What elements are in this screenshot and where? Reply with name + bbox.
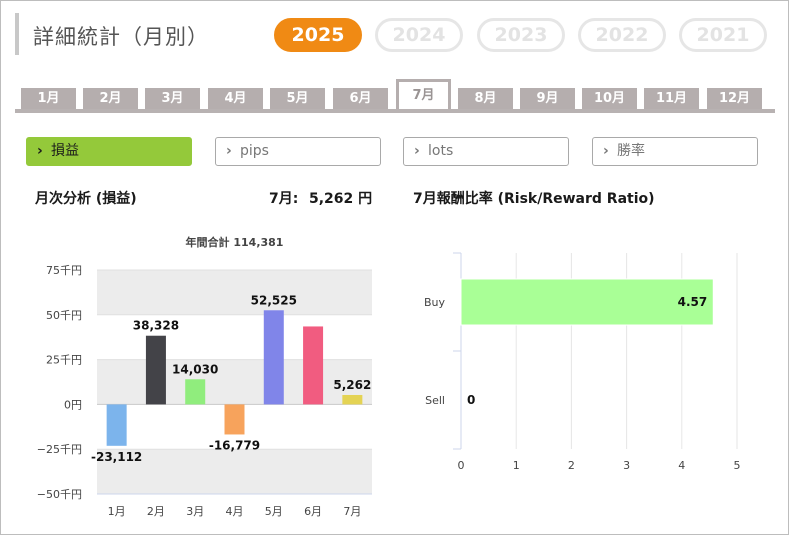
y-tick-label: 75千円 [46,264,82,277]
year-button-2023[interactable]: 2023 [477,18,565,52]
chevron-right-icon: › [37,143,43,159]
current-month-value: 5,262 円 [309,191,373,207]
data-label: 5,262 [333,378,371,392]
data-label: 38,328 [133,319,179,333]
y-tick-label: −25千円 [37,443,82,456]
data-label: -16,779 [209,438,260,452]
data-label: 4.57 [678,295,708,309]
metric-label: pips [240,143,269,159]
grid-band [97,359,372,405]
x-tick-label: 3 [623,459,630,472]
metric-button-1[interactable]: › pips [215,137,381,166]
data-label: -23,112 [91,450,142,464]
metric-label: 損益 [51,143,79,159]
y-tick-label: 50千円 [46,309,82,322]
x-tick-label: 5月 [265,505,283,518]
x-tick-label: 1月 [108,505,126,518]
data-label: 52,525 [251,293,297,307]
y-tick-label: 25千円 [46,354,82,367]
year-button-2021[interactable]: 2021 [679,18,767,52]
month-tab-8[interactable]: 8月 [458,88,513,110]
month-tab-10[interactable]: 10月 [582,88,637,110]
y-tick-label: −50千円 [37,488,82,501]
x-tick-label: 7月 [343,505,361,518]
year-button-2022[interactable]: 2022 [578,18,666,52]
month-tab-9[interactable]: 9月 [520,88,575,110]
grid-band [97,449,372,494]
x-tick-label: 0 [458,459,465,472]
x-tick-label: 2月 [147,505,165,518]
bar-6月 [303,326,324,405]
chevron-right-icon: › [226,143,232,159]
bar-5月 [263,310,284,405]
x-tick-label: 6月 [304,505,322,518]
bar-1月 [106,404,127,446]
title-bar: 詳細統計（月別） [15,13,255,55]
metric-label: 勝率 [617,143,645,159]
page-title: 詳細統計（月別） [33,25,209,49]
x-tick-label: 2 [568,459,575,472]
month-tab-7[interactable]: 7月 [396,79,451,113]
metric-label: lots [428,143,454,159]
bar-Buy [460,278,714,326]
month-tab-4[interactable]: 4月 [208,88,263,110]
monthly-heading: 月次分析 (損益) [35,191,137,207]
chart-title: 年間合計 114,381 [186,235,284,249]
y-tick-label: Buy [424,296,446,309]
bar-4月 [224,404,245,435]
x-tick-label: 5 [734,459,741,472]
year-button-2024[interactable]: 2024 [375,18,463,52]
bar-7月 [342,394,363,405]
month-tab-3[interactable]: 3月 [145,88,200,110]
tabs-divider [15,109,775,113]
month-tab-5[interactable]: 5月 [270,88,325,110]
data-label: 0 [467,393,475,407]
month-tab-6[interactable]: 6月 [333,88,388,110]
metric-button-2[interactable]: › lots [403,137,569,166]
month-tab-12[interactable]: 12月 [707,88,762,110]
current-month-label: 7月: [269,191,299,207]
chevron-right-icon: › [414,143,420,159]
bar-3月 [185,379,206,405]
bar-2月 [145,335,166,405]
x-tick-label: 4月 [226,505,244,518]
metric-button-3[interactable]: › 勝率 [592,137,758,166]
chevron-right-icon: › [603,143,609,159]
month-tab-2[interactable]: 2月 [83,88,138,110]
data-label: 14,030 [172,362,218,376]
month-tab-1[interactable]: 1月 [21,88,76,110]
year-button-2025[interactable]: 2025 [274,18,362,52]
y-tick-label: Sell [425,394,445,407]
grid-band [97,270,372,315]
metric-button-0[interactable]: › 損益 [26,137,192,166]
y-tick-label: 0円 [64,398,82,411]
x-tick-label: 4 [678,459,685,472]
month-tab-11[interactable]: 11月 [644,88,699,110]
x-tick-label: 1 [513,459,520,472]
x-tick-label: 3月 [186,505,204,518]
ratio-heading: 7月報酬比率 (Risk/Reward Ratio) [413,191,655,207]
